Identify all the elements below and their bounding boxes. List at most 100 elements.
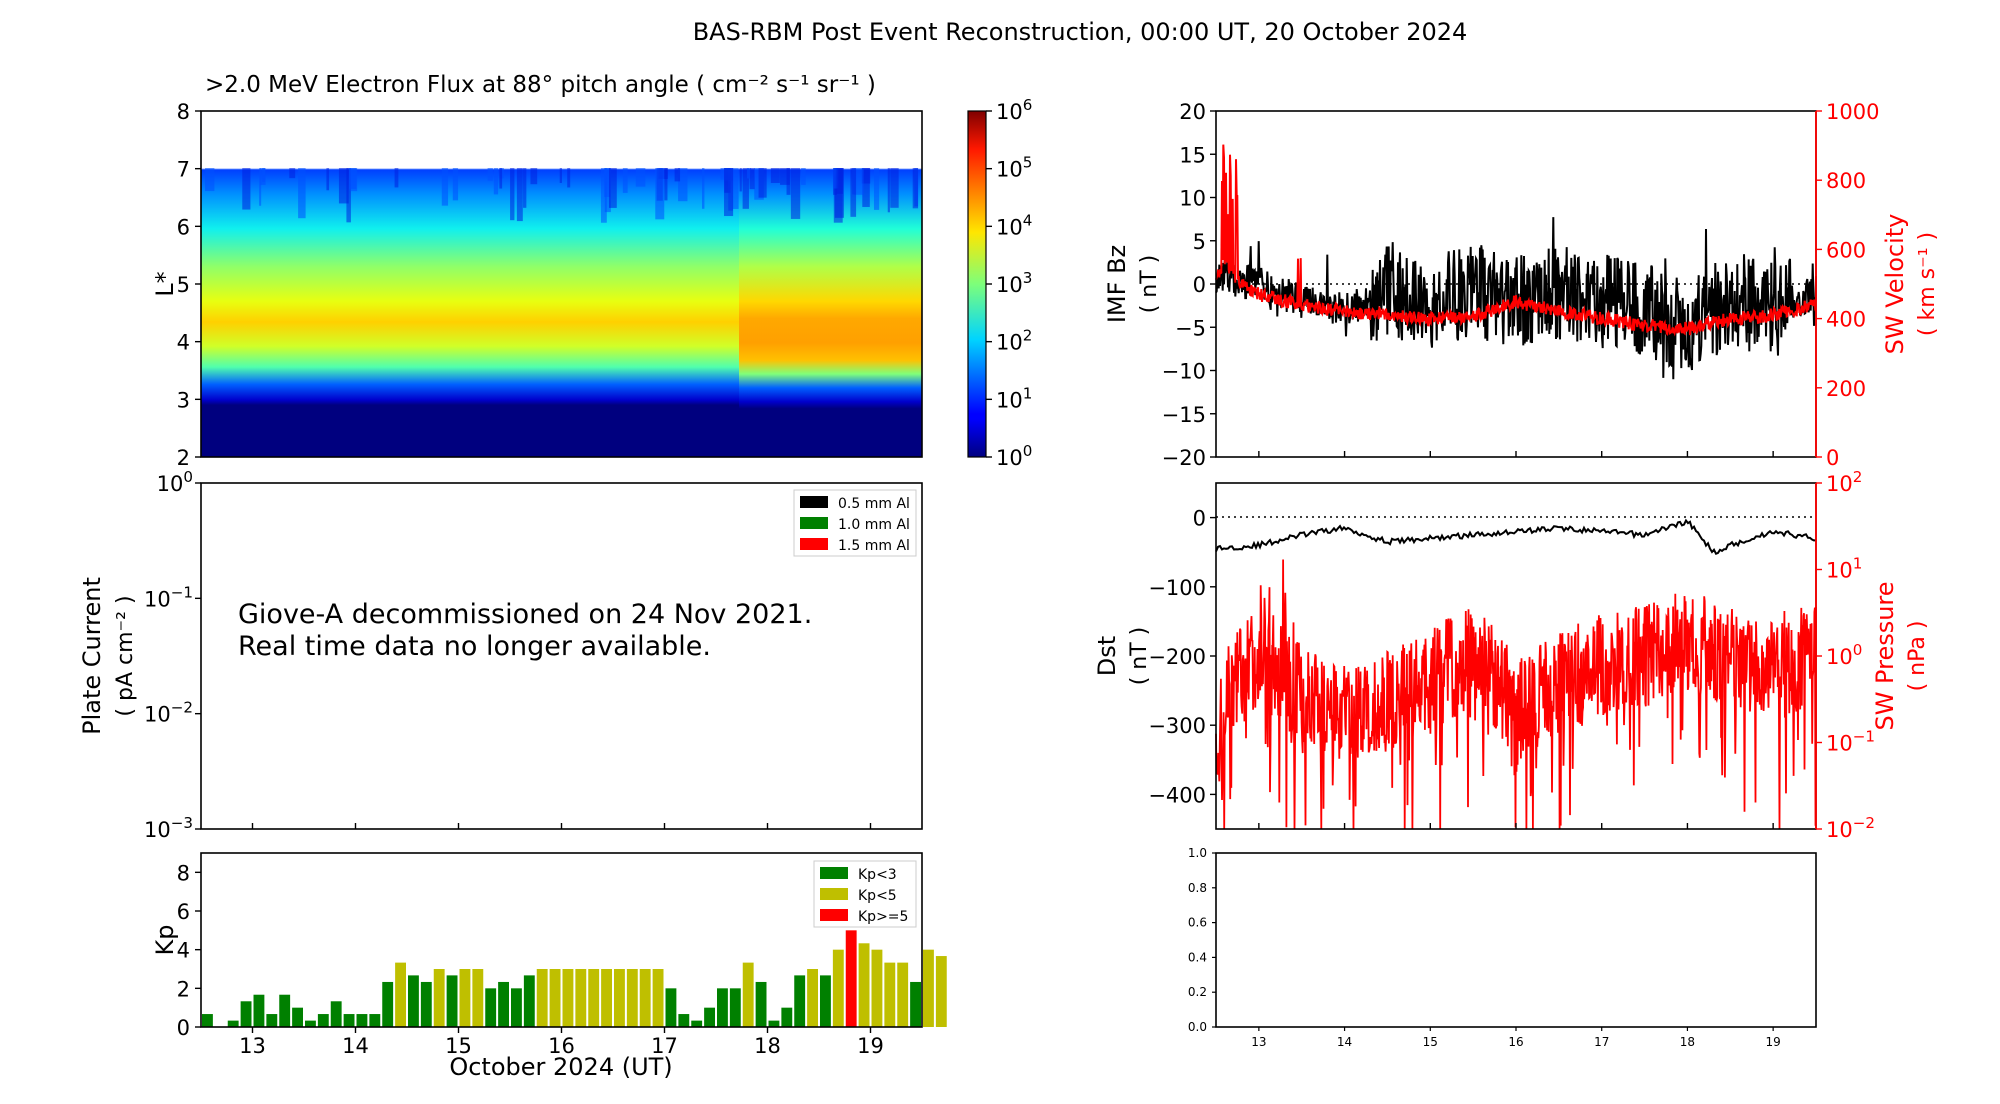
- empty-x-tick-label: 16: [1508, 1035, 1523, 1049]
- kp-bar: [588, 969, 600, 1027]
- imf-y-tick-label: −20: [1162, 446, 1206, 470]
- flux-y-tick-label: 3: [177, 388, 190, 412]
- flux-streak: [600, 168, 607, 223]
- kp-bar: [845, 930, 857, 1027]
- kp-y-tick-label: 0: [177, 1016, 190, 1040]
- x-axis-label: October 2024 (UT): [449, 1053, 672, 1081]
- imf-bz-series: [1215, 217, 1817, 380]
- dst-y-tick-label: −100: [1148, 576, 1206, 600]
- kp-bar: [858, 943, 870, 1027]
- kp-bar: [935, 956, 947, 1027]
- kp-bar: [614, 969, 625, 1027]
- kp-x-tick-label: 14: [342, 1034, 369, 1058]
- colorbar-tick-label: 103: [996, 269, 1032, 297]
- flux-panel: >2.0 MeV Electron Flux at 88° pitch angl…: [151, 72, 1032, 470]
- kp-bar: [433, 969, 445, 1027]
- kp-panel: 0 2 4 6 8 13 14 15 16 17 18 19 Kp October 2024 (UT…: [151, 852, 947, 1081]
- kp-bar: [343, 1014, 355, 1027]
- imf-y2-tick-label: 200: [1826, 377, 1866, 401]
- kp-legend-swatch: [820, 909, 848, 921]
- dst-y-tick-label: −200: [1148, 645, 1206, 669]
- plate-legend-swatch: [800, 496, 828, 508]
- flux-streak: [622, 168, 628, 193]
- flux-y-tick-label: 6: [177, 215, 190, 239]
- kp-y-tick-label: 6: [177, 900, 190, 924]
- kp-bar: [601, 969, 612, 1027]
- kp-x-tick-label: 16: [548, 1034, 575, 1058]
- flux-y-tick-label: 4: [177, 331, 190, 355]
- kp-bar: [871, 949, 883, 1027]
- kp-bar: [253, 994, 265, 1027]
- flux-streak: [262, 168, 266, 182]
- flux-streak: [833, 168, 843, 223]
- dst-y2label-units: ( nPa ): [1905, 621, 1930, 692]
- flux-y-tick-label: 8: [177, 100, 190, 124]
- flux-streak: [452, 168, 459, 201]
- empty-y-tick-label: 0.4: [1188, 950, 1207, 964]
- dst-y-tick-label: −300: [1148, 714, 1206, 738]
- plate-legend: 0.5 mm Al 1.0 mm Al 1.5 mm Al: [793, 489, 917, 557]
- flux-streak: [326, 168, 330, 191]
- flux-streak: [836, 168, 844, 194]
- flux-streak: [758, 168, 767, 198]
- flux-streak: [678, 168, 688, 202]
- flux-streak: [749, 168, 755, 190]
- flux-streak: [732, 168, 739, 209]
- plate-y-tick-label: 10−3: [144, 814, 193, 842]
- flux-streak: [242, 168, 251, 210]
- flux-streak: [493, 168, 499, 195]
- imf-panel: 20 15 10 5 0 −5 −10 −15 −20 1000 800 600 400 200 0 IM…: [1103, 100, 1940, 470]
- dst-y2label: SW Pressure: [1871, 581, 1899, 730]
- dst-y2-tick-label: 10−1: [1826, 728, 1875, 756]
- kp-bar: [420, 981, 432, 1027]
- kp-bar: [395, 962, 406, 1027]
- empty-y-tick-label: 0.0: [1188, 1020, 1207, 1034]
- kp-bar: [562, 969, 574, 1027]
- imf-x-ticks: [1258, 451, 1774, 457]
- kp-legend-label: Kp<5: [858, 888, 897, 904]
- kp-bar: [717, 988, 728, 1027]
- imf-y2-tick-label: 600: [1826, 238, 1866, 262]
- flux-streak: [790, 168, 801, 219]
- flux-streak: [664, 168, 668, 201]
- flux-title: >2.0 MeV Electron Flux at 88° pitch angl…: [205, 72, 876, 98]
- empty-x-tick-label: 17: [1594, 1035, 1609, 1049]
- colorbar-tick-label: 102: [996, 327, 1032, 355]
- colorbar-ticks: 100 101 102 103 104 105 106: [986, 96, 1032, 470]
- dst-y2-tick-label: 101: [1826, 555, 1862, 583]
- flux-streak: [862, 168, 870, 207]
- kp-bar: [794, 975, 806, 1027]
- dst-x-ticks: [1258, 823, 1774, 829]
- flux-streak: [854, 168, 864, 195]
- notice-line-2: Real time data no longer available.: [238, 631, 711, 662]
- dst-y2-ticks: 102 101 100 10−1 10−2: [1816, 468, 1875, 842]
- flux-streak: [516, 168, 523, 222]
- plate-ylabel: Plate Current: [78, 577, 106, 735]
- flux-streak: [510, 168, 515, 221]
- empty-frame: [1215, 852, 1817, 1028]
- empty-y-tick-label: 0.8: [1188, 881, 1207, 895]
- plate-legend-label: 1.5 mm Al: [838, 538, 910, 554]
- flux-y-ticks: 2 3 4 5 6 7 8: [177, 100, 201, 470]
- plate-x-ticks: [251, 823, 872, 829]
- empty-panel: 0.0 0.2 0.4 0.6 0.8 1.0 13 14 15 16 17 18 19: [1188, 846, 1817, 1049]
- imf-y2-tick-label: 800: [1826, 169, 1866, 193]
- flux-streak: [770, 168, 780, 183]
- kp-bar: [755, 981, 767, 1027]
- empty-x-tick-label: 14: [1337, 1035, 1352, 1049]
- kp-bar: [678, 1014, 690, 1027]
- flux-streak: [746, 168, 752, 179]
- plate-legend-items: 0.5 mm Al 1.0 mm Al 1.5 mm Al: [800, 496, 910, 554]
- flux-streak: [780, 168, 790, 185]
- kp-x-tick-label: 18: [754, 1034, 781, 1058]
- plate-legend-swatch: [800, 517, 828, 529]
- kp-bar: [485, 988, 497, 1027]
- imf-y-ticks: 20 15 10 5 0 −5 −10 −15 −20: [1162, 100, 1216, 470]
- kp-bar: [279, 994, 291, 1027]
- flux-y-tick-label: 5: [177, 273, 190, 297]
- flux-streak: [724, 168, 734, 217]
- flux-streak: [873, 168, 880, 210]
- kp-bar: [408, 975, 419, 1027]
- kp-bar: [652, 969, 664, 1027]
